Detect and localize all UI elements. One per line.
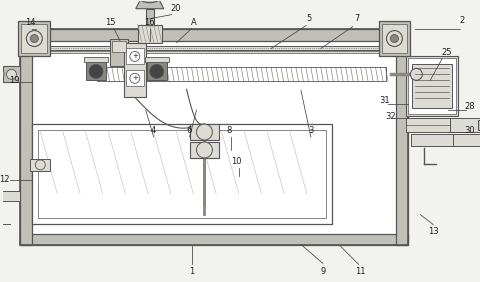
Text: 1: 1 bbox=[189, 267, 194, 276]
Text: 30: 30 bbox=[465, 125, 475, 135]
Bar bbox=[396, 28, 408, 245]
Bar bbox=[86, 62, 106, 80]
Text: 2: 2 bbox=[459, 16, 465, 25]
Bar bbox=[146, 9, 154, 25]
Circle shape bbox=[390, 35, 398, 43]
Circle shape bbox=[410, 68, 422, 80]
Circle shape bbox=[196, 124, 213, 140]
Bar bbox=[30, 159, 50, 171]
Text: 19: 19 bbox=[9, 76, 20, 85]
Text: 6: 6 bbox=[187, 125, 192, 135]
Circle shape bbox=[130, 52, 140, 61]
Bar bbox=[408, 58, 456, 114]
Bar bbox=[97, 67, 386, 81]
Bar bbox=[21, 28, 32, 245]
Circle shape bbox=[89, 64, 103, 78]
Text: 15: 15 bbox=[105, 18, 115, 27]
Bar bbox=[453, 134, 480, 146]
Bar bbox=[32, 41, 396, 233]
Circle shape bbox=[7, 69, 16, 79]
Bar bbox=[18, 21, 50, 56]
Bar bbox=[382, 24, 408, 54]
Bar bbox=[32, 52, 396, 54]
Bar bbox=[478, 120, 480, 130]
Bar bbox=[84, 58, 108, 62]
Bar bbox=[112, 41, 126, 52]
Bar bbox=[21, 233, 408, 245]
Bar bbox=[22, 24, 47, 54]
Circle shape bbox=[386, 30, 402, 47]
Text: 32: 32 bbox=[385, 112, 396, 121]
Circle shape bbox=[196, 142, 213, 158]
Text: 7: 7 bbox=[354, 14, 360, 23]
Bar bbox=[126, 49, 144, 64]
Text: 25: 25 bbox=[441, 48, 451, 57]
Bar bbox=[110, 39, 128, 66]
Bar bbox=[0, 191, 21, 201]
Bar bbox=[190, 124, 219, 140]
Text: 14: 14 bbox=[25, 18, 36, 27]
Text: A: A bbox=[191, 18, 196, 27]
Text: 8: 8 bbox=[227, 125, 232, 135]
Circle shape bbox=[130, 73, 140, 83]
Text: 16: 16 bbox=[144, 18, 155, 27]
Text: 13: 13 bbox=[428, 227, 439, 236]
Text: 3: 3 bbox=[308, 125, 313, 135]
Bar bbox=[138, 25, 162, 43]
Text: 12: 12 bbox=[0, 175, 10, 184]
Bar bbox=[407, 56, 458, 116]
Text: 31: 31 bbox=[379, 96, 390, 105]
Circle shape bbox=[26, 30, 42, 47]
Bar bbox=[145, 58, 168, 62]
Text: 4: 4 bbox=[151, 125, 156, 135]
Text: +: + bbox=[132, 54, 138, 60]
Bar bbox=[21, 28, 408, 41]
Circle shape bbox=[150, 64, 164, 78]
Text: 28: 28 bbox=[465, 102, 475, 111]
Bar bbox=[412, 64, 452, 108]
Bar bbox=[21, 28, 408, 245]
Bar bbox=[379, 21, 410, 56]
Bar bbox=[38, 130, 326, 218]
Bar bbox=[32, 47, 396, 50]
Text: 9: 9 bbox=[320, 267, 325, 276]
Bar bbox=[190, 142, 219, 158]
Bar bbox=[124, 43, 146, 97]
Circle shape bbox=[30, 35, 38, 43]
Bar bbox=[126, 70, 144, 86]
Polygon shape bbox=[136, 0, 164, 9]
Text: 20: 20 bbox=[170, 4, 181, 13]
Text: 11: 11 bbox=[355, 267, 366, 276]
Bar bbox=[450, 118, 480, 132]
Bar bbox=[2, 66, 21, 82]
Circle shape bbox=[36, 160, 45, 170]
Bar bbox=[32, 124, 332, 224]
Bar bbox=[147, 62, 167, 80]
Bar bbox=[411, 134, 453, 146]
Text: +: + bbox=[132, 75, 138, 81]
Text: 10: 10 bbox=[231, 157, 241, 166]
Text: 5: 5 bbox=[306, 14, 312, 23]
Bar bbox=[407, 118, 450, 132]
